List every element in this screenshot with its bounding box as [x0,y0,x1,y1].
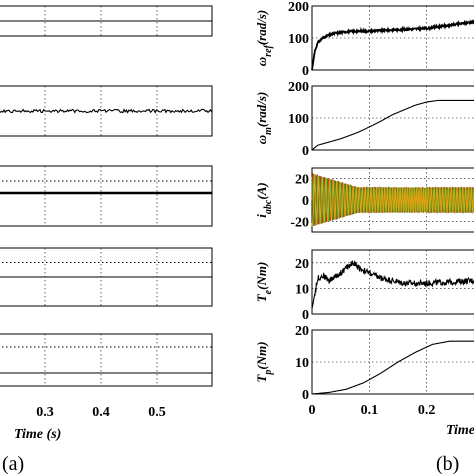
panel-b-subplot-4 [311,249,474,315]
panel-a-subplot-1 [0,5,213,37]
panel-a-subplot-3 [0,165,213,227]
subplot-frame [311,249,474,315]
y-axis-label: ωm(rad/s) [254,92,274,145]
y-tick-label: 0 [302,388,309,403]
y-tick-label: 200 [288,80,309,95]
y-tick-label: 20 [295,173,309,188]
y-axis-label: ωref(rad/s) [254,10,274,66]
series-line [311,259,474,309]
signal-trace [0,108,213,114]
y-tick-label: 10 [295,356,309,371]
series-line [311,99,474,151]
y-tick-label: 100 [288,112,309,127]
y-axis-label: Te(Nm) [254,262,274,303]
panel-b: 2001000ωref(rad/s)2001000ωm(rad/s)200-20… [254,0,474,438]
panel-b-subplot-1 [311,5,474,71]
panel-a-x-tick-label: 0.5 [148,405,166,420]
panel-b-x-axis-label: Time (s) [446,423,474,438]
subplot-frame [0,333,213,387]
y-tick-label: 20 [295,257,309,272]
panel-b-x-tick-label: 0.2 [418,403,436,418]
y-tick-label: -20 [290,215,309,230]
y-axis-label: Tp(Nm) [254,341,274,382]
y-tick-label: 200 [288,0,309,15]
caption-a: (a) [2,453,24,474]
series-line [311,19,474,71]
series-line [312,340,474,395]
subplot-frame [0,85,213,137]
panel-a-x-axis-label: Time (s) [14,427,61,442]
y-tick-label: 0 [302,308,309,323]
y-tick-label: 0 [302,194,309,209]
y-tick-label: 20 [295,324,309,339]
panel-b-x-tick-label: 0 [309,403,316,418]
subplot-frame [0,165,213,227]
panel-a-x-tick-label: 0.4 [92,405,110,420]
panel-b-subplot-5 [311,329,474,395]
panel-a-subplot-2 [0,85,213,137]
panel-a-subplot-5 [0,333,213,387]
panel-b-subplot-2 [311,85,474,151]
panel-a: 0.3 0.4 0.5 Time (s) [0,5,213,442]
y-tick-label: 0 [302,64,309,79]
caption-b: (b) [436,453,459,474]
panel-a-subplot-4 [0,247,213,307]
current-phase-c-line [311,174,474,227]
y-tick-label: 100 [288,32,309,47]
y-tick-label: 10 [295,282,309,297]
panel-b-subplot-3 [311,167,474,233]
panel-b-x-tick-label: 0.1 [361,403,379,418]
panel-a-x-tick-label: 0.3 [36,405,54,420]
y-tick-label: 0 [302,144,309,159]
y-axis-label: iabc(A) [254,182,274,217]
